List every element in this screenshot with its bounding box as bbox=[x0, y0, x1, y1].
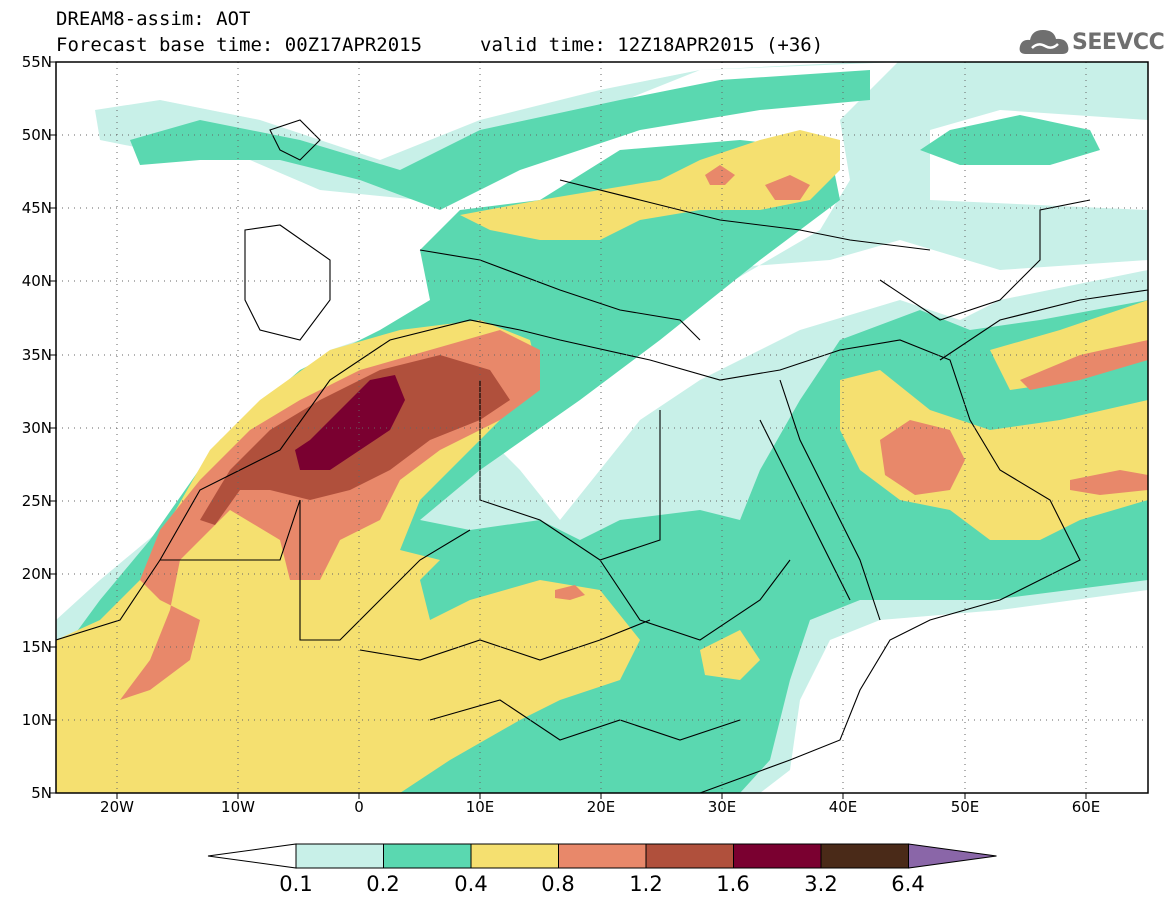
lat-label-15n: 15N bbox=[21, 638, 52, 656]
lat-label-40n: 40N bbox=[21, 272, 52, 290]
lat-label-45n: 45N bbox=[21, 199, 52, 217]
colorbar-label-3-2: 3.2 bbox=[804, 872, 838, 896]
lat-label-30n: 30N bbox=[21, 419, 52, 437]
lat-label-55n: 55N bbox=[21, 53, 52, 71]
aot-contour-0-2-north bbox=[130, 70, 870, 210]
colorbar-swatch-5 bbox=[645, 843, 734, 869]
colorbar-arrow-high bbox=[908, 843, 997, 869]
aot-contour-0-4-ne bbox=[460, 130, 840, 240]
colorbar-label-1-6: 1.6 bbox=[716, 872, 750, 896]
forecast-base-time: Forecast base time: 00Z17APR2015 bbox=[56, 34, 423, 56]
lon-label-20w: 20W bbox=[100, 798, 134, 816]
lat-label-25n: 25N bbox=[21, 492, 52, 510]
seevccc-logo: SEEVCCC bbox=[1018, 24, 1165, 60]
aot-contour-1-6 bbox=[295, 375, 405, 470]
colorbar-swatch-1 bbox=[295, 843, 384, 869]
colorbar-swatch-7 bbox=[820, 843, 909, 869]
map-title: DREAM8-assim: AOT bbox=[56, 8, 251, 30]
aot-contour-0-4 bbox=[56, 320, 640, 793]
aot-contour-0-8-gulf bbox=[1070, 470, 1148, 495]
colorbar-swatch-2 bbox=[383, 843, 472, 869]
colorbar-label-0-4: 0.4 bbox=[454, 872, 488, 896]
lon-label-50e: 50E bbox=[950, 798, 980, 816]
aot-contour-0-4-persia bbox=[990, 300, 1148, 390]
aot-contour-0-4-center bbox=[700, 630, 760, 680]
aot-contour-0-8-bsea2 bbox=[705, 165, 735, 185]
aot-contour-0-8-iraq bbox=[880, 420, 965, 495]
colorbar-label-0-8: 0.8 bbox=[541, 872, 575, 896]
cloud-icon bbox=[1019, 30, 1069, 54]
aot-contour-0-8-bsea bbox=[765, 175, 810, 200]
lon-label-20e: 20E bbox=[586, 798, 616, 816]
colorbar-swatch-6 bbox=[733, 843, 822, 869]
colorbar-label-0-2: 0.2 bbox=[366, 872, 400, 896]
valid-time: valid time: 12Z18APR2015 (+36) bbox=[480, 34, 824, 56]
coastlines bbox=[56, 119, 1148, 793]
lat-label-20n: 20N bbox=[21, 565, 52, 583]
lat-label-5n: 5N bbox=[31, 784, 52, 802]
axis-ticks bbox=[50, 61, 1087, 799]
colorbar-swatch-3 bbox=[470, 843, 559, 869]
lon-label-0: 0 bbox=[354, 798, 364, 816]
colorbar bbox=[207, 843, 997, 869]
graticule bbox=[56, 62, 1148, 793]
lat-label-10n: 10N bbox=[21, 711, 52, 729]
colorbar-swatch-4 bbox=[558, 843, 647, 869]
aot-contour-0-4-arabia bbox=[840, 370, 1148, 540]
colorbar-label-0-1: 0.1 bbox=[279, 872, 313, 896]
lon-label-60e: 60E bbox=[1071, 798, 1101, 816]
colorbar-label-6-4: 6.4 bbox=[891, 872, 925, 896]
lat-label-35n: 35N bbox=[21, 346, 52, 364]
colorbar-arrow-low bbox=[207, 843, 297, 869]
aot-contour-0-8-east bbox=[1020, 340, 1148, 390]
lon-label-40e: 40E bbox=[828, 798, 858, 816]
logo-text: SEEVCCC bbox=[1072, 30, 1165, 55]
colorbar-label-1-2: 1.2 bbox=[629, 872, 663, 896]
lon-label-10e: 10E bbox=[465, 798, 495, 816]
lon-label-30e: 30E bbox=[707, 798, 737, 816]
lat-label-50n: 50N bbox=[21, 126, 52, 144]
lon-label-10w: 10W bbox=[221, 798, 255, 816]
aot-contour-0-8-sahel bbox=[555, 585, 585, 600]
